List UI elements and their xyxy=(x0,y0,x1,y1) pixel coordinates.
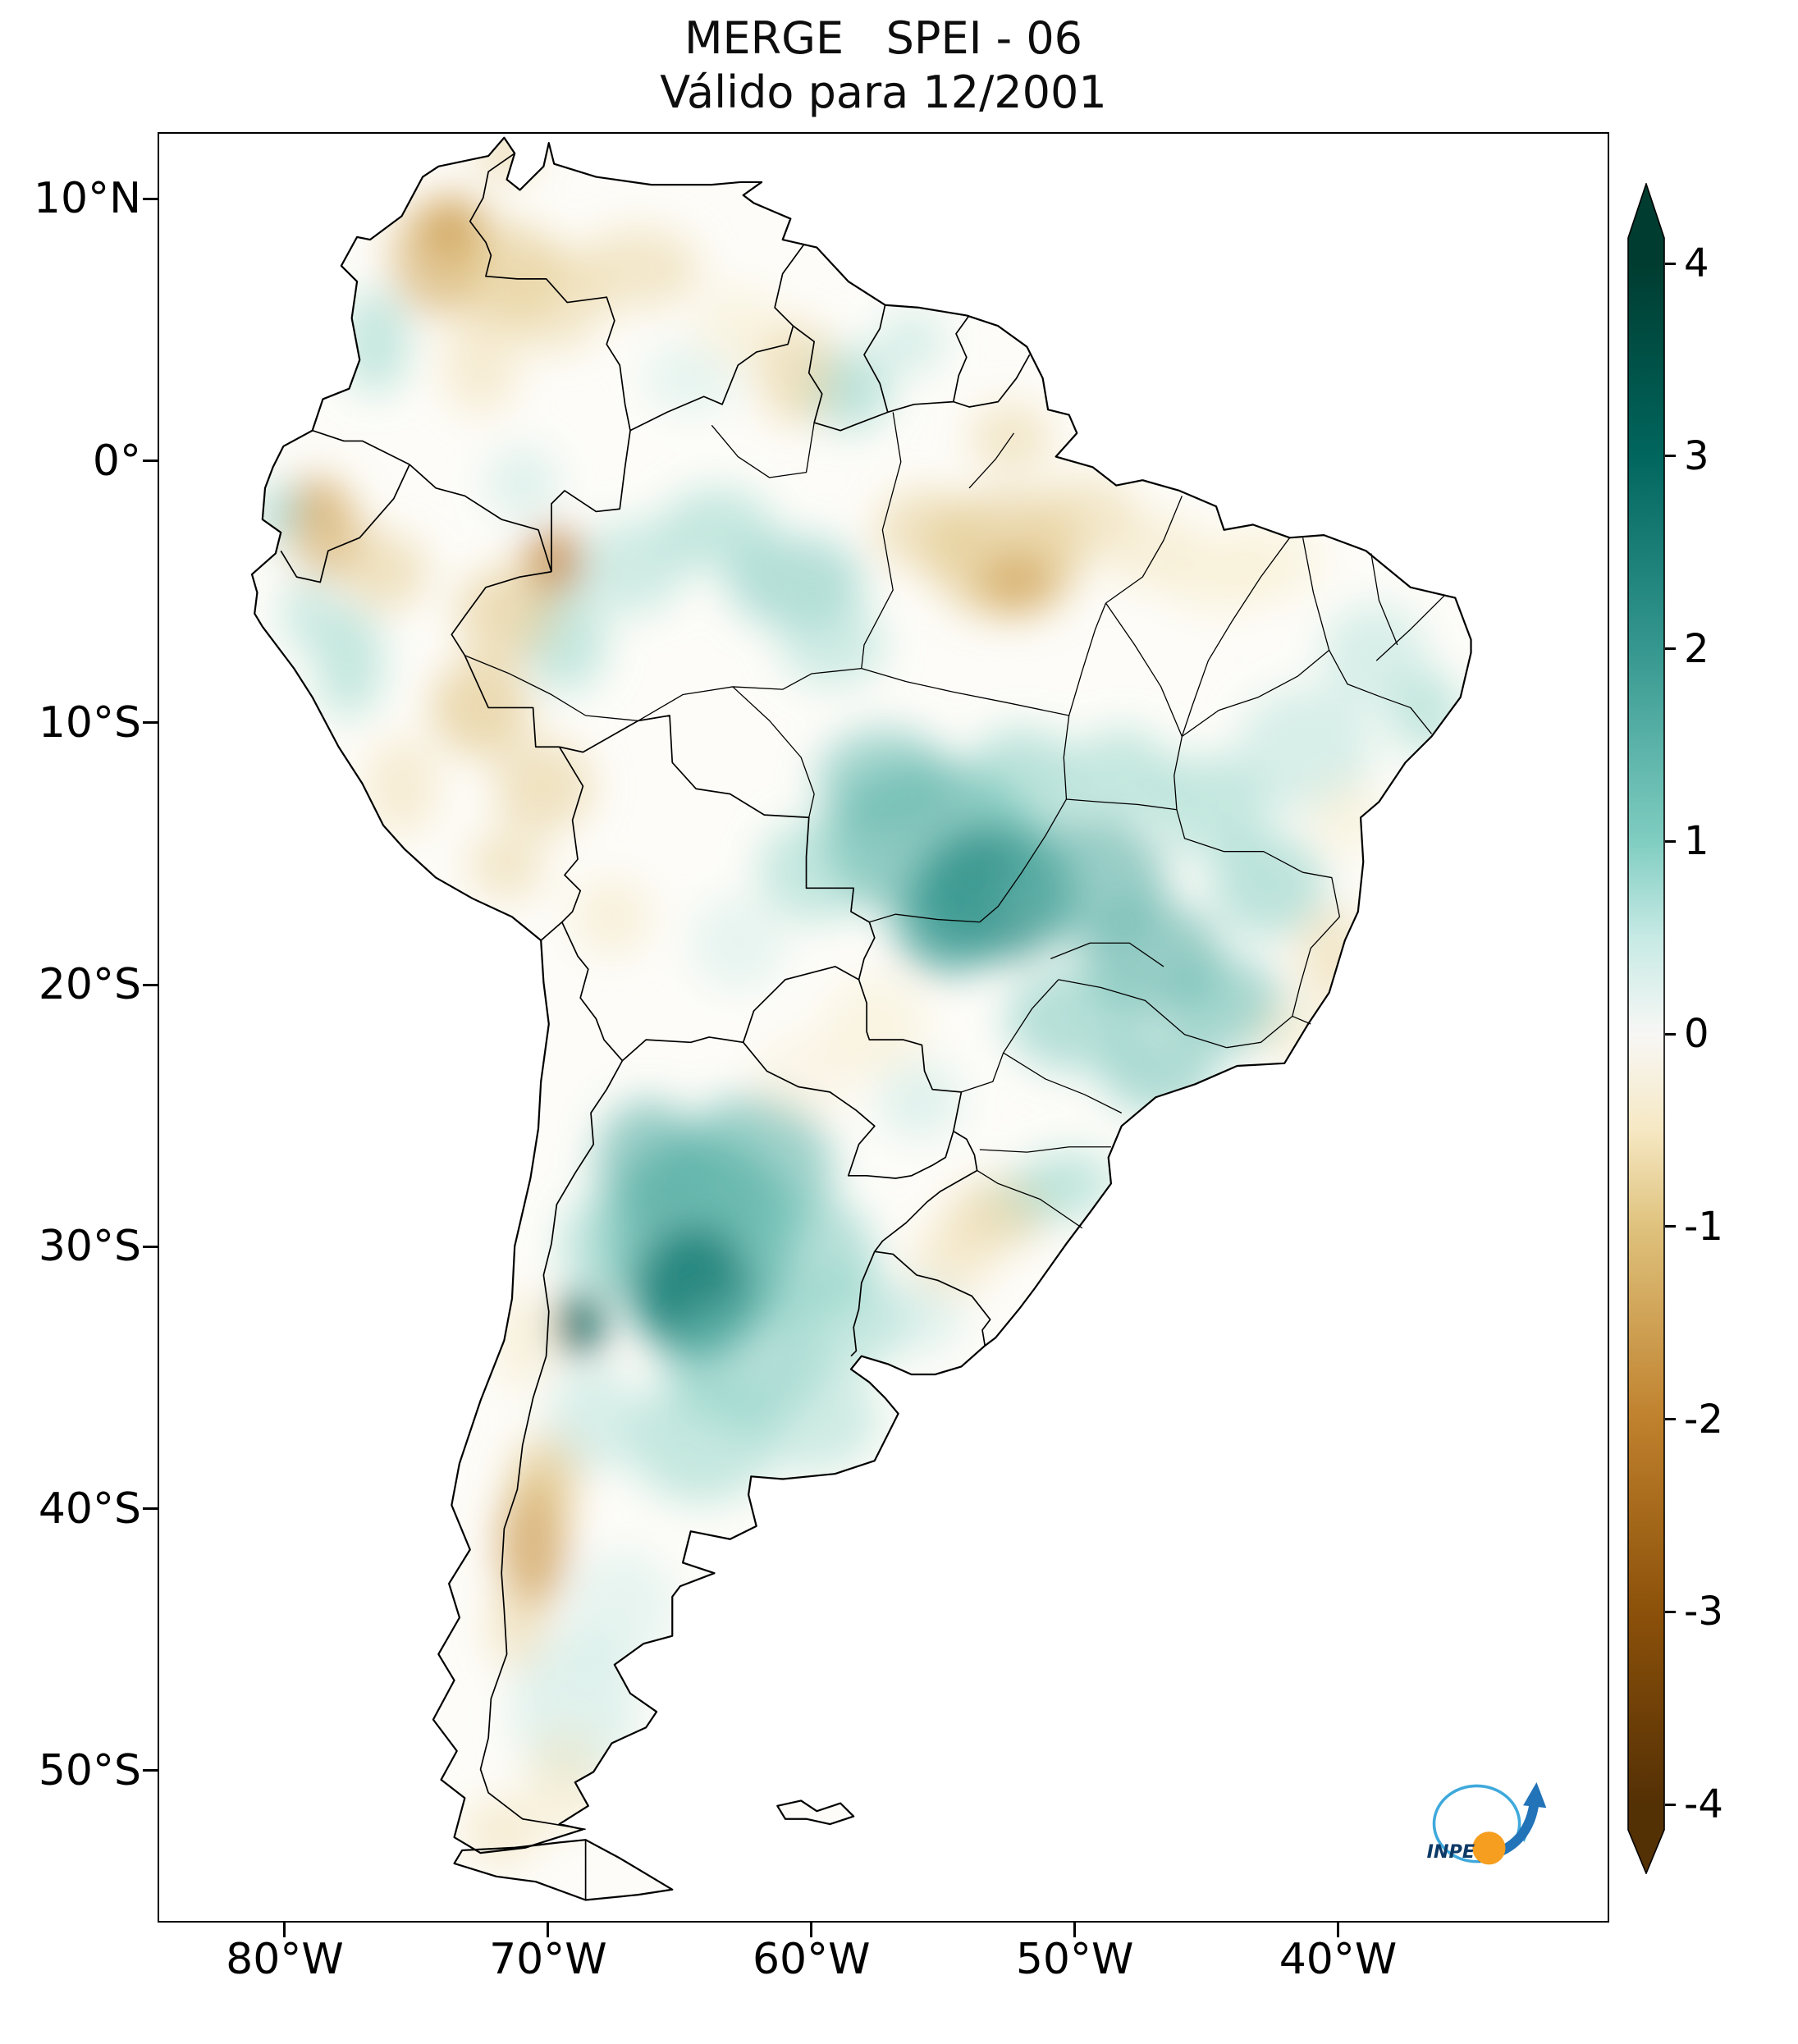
coastline xyxy=(252,138,1471,1900)
colorbar-tick-label: -3 xyxy=(1684,1589,1723,1635)
lon-tick-mark xyxy=(547,1923,550,1937)
colorbar xyxy=(1627,183,1665,1874)
lat-tick-label: 10°S xyxy=(38,697,141,748)
inpe-logo-text: INPE xyxy=(1427,1841,1475,1863)
lat-tick-mark xyxy=(143,197,158,200)
lon-tick-label: 80°W xyxy=(226,1935,344,1984)
plot-title: MERGE SPEI - 06 xyxy=(684,12,1083,64)
spei-anomaly-field xyxy=(257,137,1463,1867)
lat-tick-mark xyxy=(143,1245,158,1248)
lon-tick-mark xyxy=(283,1923,286,1937)
colorbar-tick-label: 3 xyxy=(1684,432,1709,479)
inpe-arrowhead-icon xyxy=(1523,1781,1547,1809)
lat-tick-mark xyxy=(143,1507,158,1511)
colorbar-tick-mark xyxy=(1665,647,1676,650)
lon-tick-mark xyxy=(810,1923,813,1937)
country-borders xyxy=(281,153,1029,1900)
colorbar-tick-mark xyxy=(1665,839,1676,843)
state-borders xyxy=(464,412,1444,1228)
lat-tick-label: 10°N xyxy=(33,174,141,224)
colorbar-tick-label: 1 xyxy=(1684,818,1709,865)
map-plot-area xyxy=(158,132,1609,1923)
colorbar-tick-label: -4 xyxy=(1684,1781,1723,1827)
colorbar-tick-mark xyxy=(1665,1803,1676,1806)
colorbar-tick-mark xyxy=(1665,1610,1676,1613)
lat-tick-label: 30°S xyxy=(38,1222,141,1272)
colorbar-gradient-bar xyxy=(1627,183,1665,1874)
colorbar-tick-label: -2 xyxy=(1684,1396,1723,1443)
colorbar-tick-mark xyxy=(1665,455,1676,458)
colorbar-tick-mark xyxy=(1665,1225,1676,1228)
colorbar-tick-mark xyxy=(1665,1032,1676,1036)
lat-tick-mark xyxy=(143,1769,158,1772)
lon-tick-label: 40°W xyxy=(1279,1935,1398,1984)
lat-tick-mark xyxy=(143,983,158,986)
colorbar-tick-label: 2 xyxy=(1684,625,1709,672)
lat-tick-label: 50°S xyxy=(38,1745,141,1795)
south-america-map xyxy=(159,134,1608,1921)
lat-tick-mark xyxy=(143,721,158,725)
plot-subtitle: Válido para 12/2001 xyxy=(660,66,1107,118)
lat-tick-label: 40°S xyxy=(38,1484,141,1534)
inpe-orange-sphere-icon xyxy=(1472,1831,1506,1865)
inpe-logo: INPE xyxy=(1427,1781,1547,1865)
lon-tick-label: 50°W xyxy=(1015,1935,1134,1984)
colorbar-tick-mark xyxy=(1665,262,1676,265)
lon-tick-mark xyxy=(1336,1923,1339,1937)
lon-tick-mark xyxy=(1073,1923,1077,1937)
lat-tick-mark xyxy=(143,460,158,463)
colorbar-tick-label: 4 xyxy=(1684,240,1709,286)
colorbar-tick-mark xyxy=(1665,1418,1676,1420)
lat-tick-label: 0° xyxy=(92,436,141,486)
colorbar-tick-label: -1 xyxy=(1684,1203,1723,1250)
lat-tick-label: 20°S xyxy=(38,960,141,1010)
inpe-swirl-circle-icon xyxy=(1432,1784,1521,1863)
colorbar-tick-label: 0 xyxy=(1684,1011,1709,1057)
lon-tick-label: 60°W xyxy=(752,1935,871,1984)
lon-tick-label: 70°W xyxy=(489,1935,607,1984)
